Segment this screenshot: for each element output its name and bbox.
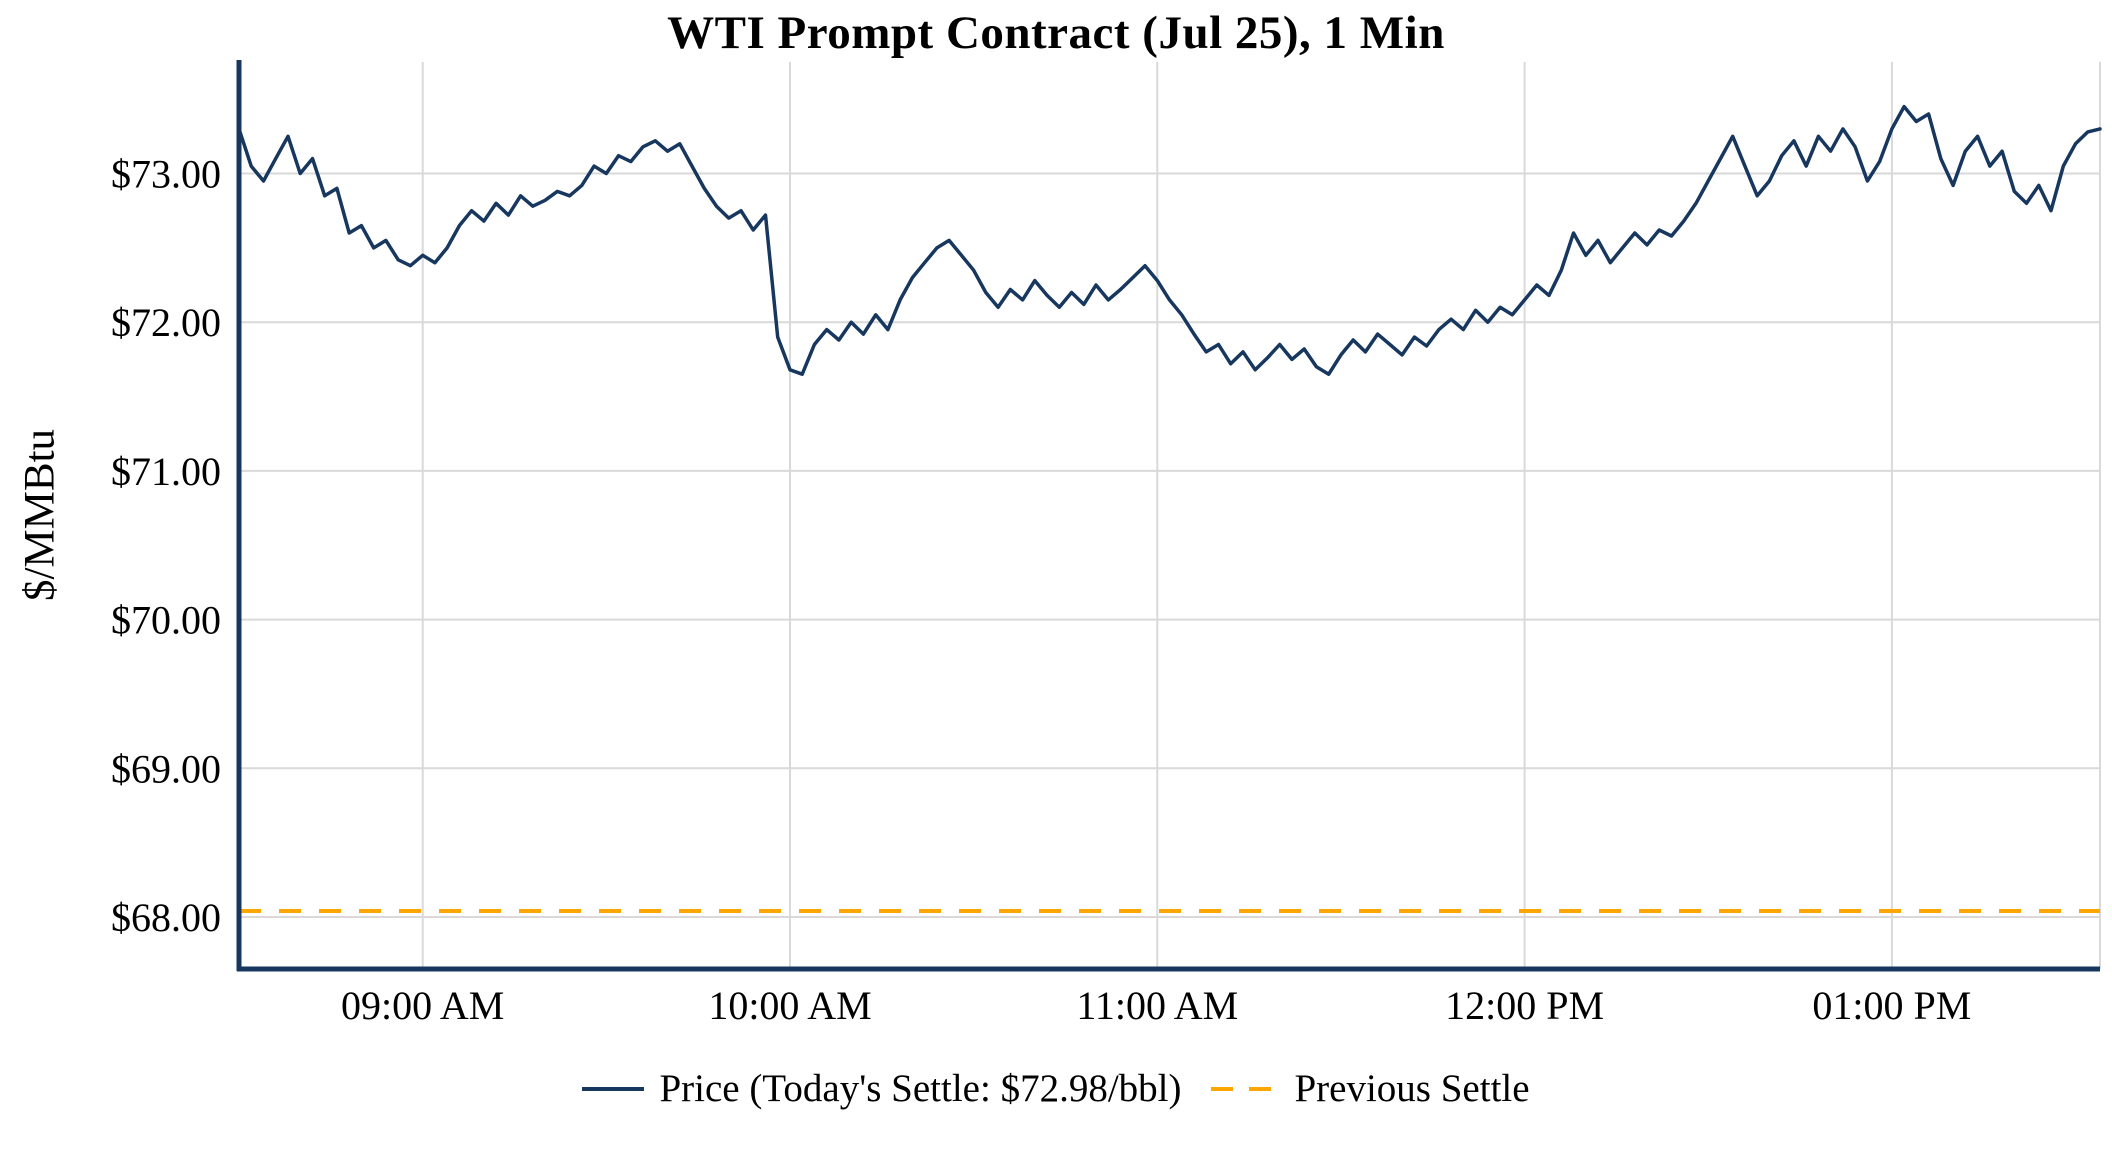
legend-item-price: Price (Today's Settle: $72.98/bbl) [582,1066,1181,1111]
legend-label-previous-settle: Previous Settle [1294,1067,1530,1110]
y-tick-label: $68.00 [111,895,221,940]
y-tick-label: $69.00 [111,746,221,791]
previous-settle-line-sample [1211,1086,1280,1091]
x-tick-label: 01:00 PM [1812,983,1971,1028]
y-tick-label: $73.00 [111,152,221,197]
y-tick-label: $71.00 [111,449,221,494]
price-line [237,104,2102,376]
chart-title: WTI Prompt Contract (Jul 25), 1 Min [667,7,1445,59]
x-tick-label: 12:00 PM [1445,983,1604,1028]
legend-item-previous-settle: Previous Settle [1211,1066,1530,1111]
x-tick-label: 09:00 AM [341,983,504,1028]
x-tick-label: 11:00 AM [1076,983,1238,1028]
y-tick-label: $72.00 [111,300,221,345]
x-tick-label: 10:00 AM [708,983,871,1028]
legend-label-price: Price (Today's Settle: $72.98/bbl) [659,1067,1182,1110]
y-tick-label: $70.00 [111,598,221,643]
legend: Price (Today's Settle: $72.98/bbl) Previ… [0,1066,2112,1111]
price-line-sample [582,1086,645,1091]
